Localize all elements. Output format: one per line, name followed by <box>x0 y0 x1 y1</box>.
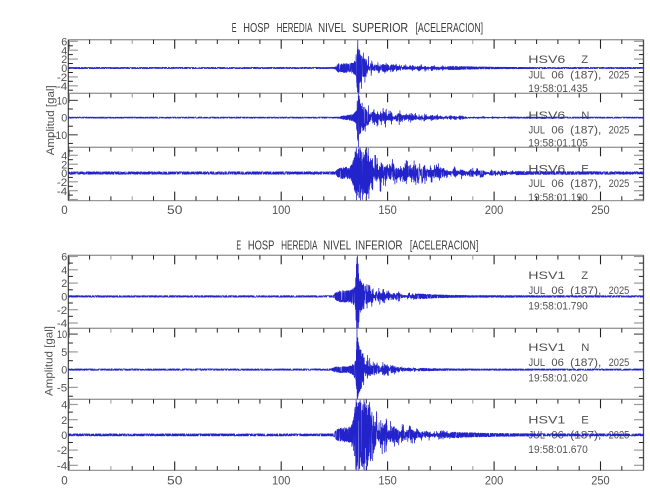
svg-text:-2: -2 <box>57 445 67 457</box>
svg-text:0: 0 <box>61 168 67 180</box>
svg-text:JUL: JUL <box>529 178 546 190</box>
svg-text:-4: -4 <box>57 186 67 198</box>
svg-text:-2: -2 <box>57 177 67 189</box>
svg-text:Amplitud [gal]: Amplitud [gal] <box>45 85 57 155</box>
svg-text:6: 6 <box>61 252 67 264</box>
svg-text:E: E <box>236 239 241 253</box>
svg-text:0: 0 <box>61 473 68 487</box>
svg-text:50: 50 <box>167 473 183 487</box>
svg-text:-2: -2 <box>57 72 67 84</box>
svg-text:Amplitud [gal]: Amplitud [gal] <box>44 326 56 396</box>
svg-text:INFERIOR: INFERIOR <box>355 239 402 253</box>
svg-text:(187),: (187), <box>570 285 601 297</box>
svg-text:JUL: JUL <box>529 70 546 82</box>
svg-text:06: 06 <box>551 178 564 190</box>
svg-text:HSV1: HSV1 <box>528 342 565 354</box>
svg-text:150: 150 <box>378 473 397 487</box>
svg-text:100: 100 <box>272 203 291 217</box>
svg-text:NIVEL: NIVEL <box>318 21 346 35</box>
svg-text:4: 4 <box>61 265 67 277</box>
svg-text:HOSP: HOSP <box>248 239 274 253</box>
svg-text:06: 06 <box>551 70 564 82</box>
svg-text:4: 4 <box>61 150 67 162</box>
svg-text:0: 0 <box>61 113 67 125</box>
svg-text:0: 0 <box>61 203 68 217</box>
svg-text:NIVEL: NIVEL <box>323 239 351 253</box>
svg-text:HOSP: HOSP <box>243 21 269 35</box>
svg-text:19:58:01.105: 19:58:01.105 <box>528 137 588 149</box>
svg-text:200: 200 <box>485 473 504 487</box>
svg-text:10: 10 <box>57 96 67 108</box>
svg-text:[ACELERACION]: [ACELERACION] <box>410 239 478 253</box>
svg-text:-4: -4 <box>57 318 67 330</box>
svg-text:HSV1: HSV1 <box>528 270 565 282</box>
svg-text:250: 250 <box>591 473 610 487</box>
svg-text:4: 4 <box>61 45 67 57</box>
svg-text:0: 0 <box>61 292 67 304</box>
svg-text:4: 4 <box>61 400 67 412</box>
svg-text:0: 0 <box>61 365 67 377</box>
svg-text:06: 06 <box>551 357 564 369</box>
svg-text:2025: 2025 <box>609 357 630 369</box>
svg-text:19:58:01.670: 19:58:01.670 <box>528 444 588 456</box>
svg-text:JUL: JUL <box>529 285 546 297</box>
svg-text:06: 06 <box>551 285 564 297</box>
svg-text:06: 06 <box>551 124 564 136</box>
svg-text:N: N <box>581 110 589 122</box>
svg-text:19:58:01.790: 19:58:01.790 <box>528 301 588 313</box>
svg-text:-2: -2 <box>57 305 67 317</box>
svg-text:150: 150 <box>378 203 397 217</box>
svg-text:10: 10 <box>57 329 67 341</box>
svg-text:2025: 2025 <box>609 70 630 82</box>
svg-text:(187),: (187), <box>570 124 601 136</box>
svg-text:250: 250 <box>591 203 610 217</box>
svg-text:SUPERIOR: SUPERIOR <box>352 21 408 35</box>
svg-text:Z: Z <box>581 270 588 282</box>
svg-text:50: 50 <box>167 203 183 217</box>
svg-text:(187),: (187), <box>570 357 601 369</box>
svg-text:HEREDIA: HEREDIA <box>281 239 318 253</box>
svg-text:HSV6: HSV6 <box>528 110 565 122</box>
svg-text:-5: -5 <box>57 383 67 395</box>
svg-text:N: N <box>581 342 589 354</box>
svg-text:2: 2 <box>61 159 67 171</box>
svg-text:6: 6 <box>61 36 67 48</box>
svg-text:200: 200 <box>485 203 504 217</box>
svg-text:0: 0 <box>61 63 67 75</box>
svg-text:2: 2 <box>61 278 67 290</box>
svg-text:2025: 2025 <box>609 178 630 190</box>
svg-text:JUL: JUL <box>529 124 546 136</box>
svg-text:(187),: (187), <box>570 178 601 190</box>
svg-text:-10: -10 <box>52 130 67 142</box>
svg-text:Z: Z <box>581 54 588 66</box>
svg-text:(187),: (187), <box>570 70 601 82</box>
svg-text:HSV6: HSV6 <box>528 54 565 66</box>
svg-text:2025: 2025 <box>609 124 630 136</box>
svg-text:2: 2 <box>61 415 67 427</box>
svg-text:JUL: JUL <box>529 357 546 369</box>
svg-text:-4: -4 <box>57 460 67 472</box>
svg-text:2: 2 <box>61 54 67 66</box>
svg-text:HEREDIA: HEREDIA <box>277 21 313 35</box>
svg-text:E: E <box>232 21 237 35</box>
svg-text:HSV1: HSV1 <box>528 414 565 426</box>
svg-text:19:58:01.020: 19:58:01.020 <box>528 372 588 384</box>
svg-text:0: 0 <box>61 430 67 442</box>
svg-text:2025: 2025 <box>609 285 630 297</box>
svg-text:E: E <box>581 414 589 426</box>
svg-text:100: 100 <box>272 473 291 487</box>
svg-text:E: E <box>581 163 589 175</box>
svg-text:19:58:01.435: 19:58:01.435 <box>528 83 588 95</box>
svg-text:5: 5 <box>61 347 67 359</box>
svg-text:19:58:01.190: 19:58:01.190 <box>528 192 588 204</box>
svg-text:[ACELERACION]: [ACELERACION] <box>416 21 484 35</box>
svg-text:-4: -4 <box>57 81 67 93</box>
